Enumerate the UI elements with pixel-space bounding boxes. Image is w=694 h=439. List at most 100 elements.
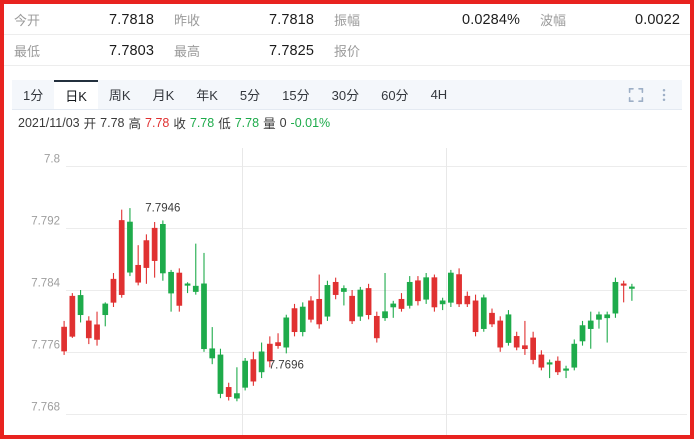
- quote-value-low: 7.7803: [109, 42, 154, 59]
- quote-label-amplitude: 振幅: [334, 13, 361, 28]
- quote-cell-prev-close: 昨收 7.7818: [164, 5, 324, 35]
- quote-cell-open: 今开 7.7818: [4, 5, 164, 35]
- candlestick-chart-svg[interactable]: 7.80%7.7920%7.7840%7.7760%7.7680%7.79467…: [8, 136, 690, 439]
- candle-body: [184, 283, 191, 286]
- quote-cell-range: 波幅 0.0022: [530, 5, 690, 35]
- candle-body: [225, 387, 232, 397]
- candle-body: [201, 283, 207, 350]
- candlestick: [522, 320, 528, 355]
- candle-body: [69, 295, 76, 337]
- tab-week-k[interactable]: 周K: [108, 88, 131, 103]
- candle-body: [127, 221, 133, 273]
- candlestick: [143, 234, 150, 284]
- tab-5min[interactable]: 5分: [239, 88, 261, 103]
- chart-low-annotation: 7.7696: [269, 359, 304, 371]
- candle-body: [118, 220, 125, 295]
- quote-label-open: 今开: [14, 13, 41, 28]
- candle-body: [390, 303, 397, 308]
- candlestick-chart[interactable]: 7.80%7.7920%7.7840%7.7760%7.7680%7.79467…: [8, 136, 690, 439]
- candle-body: [530, 337, 536, 360]
- tab-day-k[interactable]: 日K: [54, 80, 98, 109]
- candlestick: [472, 294, 479, 337]
- candle-body: [324, 285, 331, 317]
- candlestick: [168, 269, 174, 312]
- candle-body: [596, 314, 602, 320]
- quote-cell-bid: 报价: [324, 36, 530, 66]
- candlestick: [571, 339, 578, 371]
- candle-body: [382, 311, 388, 319]
- quote-row-1: 今开 7.7818 昨收 7.7818 振幅 0.0284% 波幅 0.0022: [4, 5, 690, 35]
- candlestick: [217, 348, 224, 399]
- ohlc-volume-label: 量: [263, 117, 276, 131]
- quote-value-range: 0.0022: [635, 11, 680, 28]
- candlestick: [563, 365, 569, 379]
- chart-high-annotation: 7.7946: [145, 202, 180, 214]
- y-axis-tick-label: 7.792: [31, 216, 60, 228]
- candlestick: [118, 209, 125, 298]
- candlestick: [456, 268, 462, 307]
- candlestick: [398, 293, 405, 312]
- candlestick: [135, 245, 142, 286]
- candle-body: [332, 281, 339, 295]
- candle-body: [258, 351, 265, 373]
- candlestick: [382, 273, 388, 321]
- y-axis-tick-label: 7.8: [44, 154, 60, 166]
- candlestick: [127, 208, 133, 277]
- quote-cell-low: 最低 7.7803: [4, 36, 164, 66]
- candle-body: [620, 283, 627, 286]
- candlestick: [341, 285, 347, 306]
- candlestick: [554, 356, 561, 375]
- candle-body: [275, 342, 281, 346]
- candle-body: [192, 285, 199, 292]
- fullscreen-icon[interactable]: [628, 87, 644, 103]
- candlestick: [489, 308, 495, 328]
- candlestick: [357, 286, 364, 321]
- candle-body: [299, 306, 306, 333]
- candlestick: [448, 269, 454, 307]
- tab-month-k[interactable]: 月K: [152, 88, 175, 103]
- candlestick: [439, 297, 446, 311]
- quote-label-range: 波幅: [540, 13, 567, 28]
- candle-body: [160, 224, 166, 274]
- candle-body: [217, 354, 224, 394]
- ohlc-change-pct: -0.01%: [290, 115, 331, 130]
- tab-1min[interactable]: 1分: [23, 88, 44, 103]
- candle-body: [554, 360, 561, 373]
- tab-15min[interactable]: 15分: [282, 88, 310, 103]
- candlestick: [464, 291, 471, 307]
- quote-label-low: 最低: [14, 44, 41, 59]
- candle-body: [439, 300, 446, 305]
- candle-body: [135, 264, 142, 283]
- candlestick: [497, 316, 504, 352]
- candlestick: [160, 220, 166, 281]
- tab-60min[interactable]: 60分: [381, 88, 409, 103]
- tab-year-k[interactable]: 年K: [196, 88, 218, 103]
- candlestick: [299, 302, 306, 337]
- candlestick: [324, 280, 331, 321]
- more-menu-icon[interactable]: [656, 87, 672, 103]
- candle-body: [431, 277, 438, 308]
- ohlc-open-value: 7.78: [100, 115, 125, 130]
- candlestick: [85, 316, 92, 345]
- candle-body: [472, 300, 479, 333]
- candle-body: [415, 280, 421, 302]
- candle-body: [505, 314, 512, 343]
- candlestick: [283, 314, 290, 354]
- quote-header: 今开 7.7818 昨收 7.7818 振幅 0.0284% 波幅 0.0022…: [4, 4, 690, 72]
- candlestick: [275, 333, 281, 349]
- candlestick: [406, 276, 413, 309]
- candlestick: [612, 277, 619, 318]
- tab-4h[interactable]: 4H: [430, 87, 448, 102]
- ohlc-low-label: 低: [218, 117, 231, 131]
- ohlc-low-value: 7.78: [234, 115, 260, 130]
- tab-30min[interactable]: 30分: [331, 88, 360, 103]
- candlestick: [266, 336, 273, 368]
- ohlc-date: 2021/11/03: [18, 115, 80, 130]
- quote-label-prev-close: 昨收: [174, 13, 201, 28]
- candle-body: [489, 312, 495, 325]
- candlestick: [579, 320, 586, 346]
- candlestick: [250, 351, 257, 386]
- quote-label-high: 最高: [174, 44, 201, 59]
- candle-body: [398, 298, 405, 309]
- quote-label-bid: 报价: [334, 44, 361, 59]
